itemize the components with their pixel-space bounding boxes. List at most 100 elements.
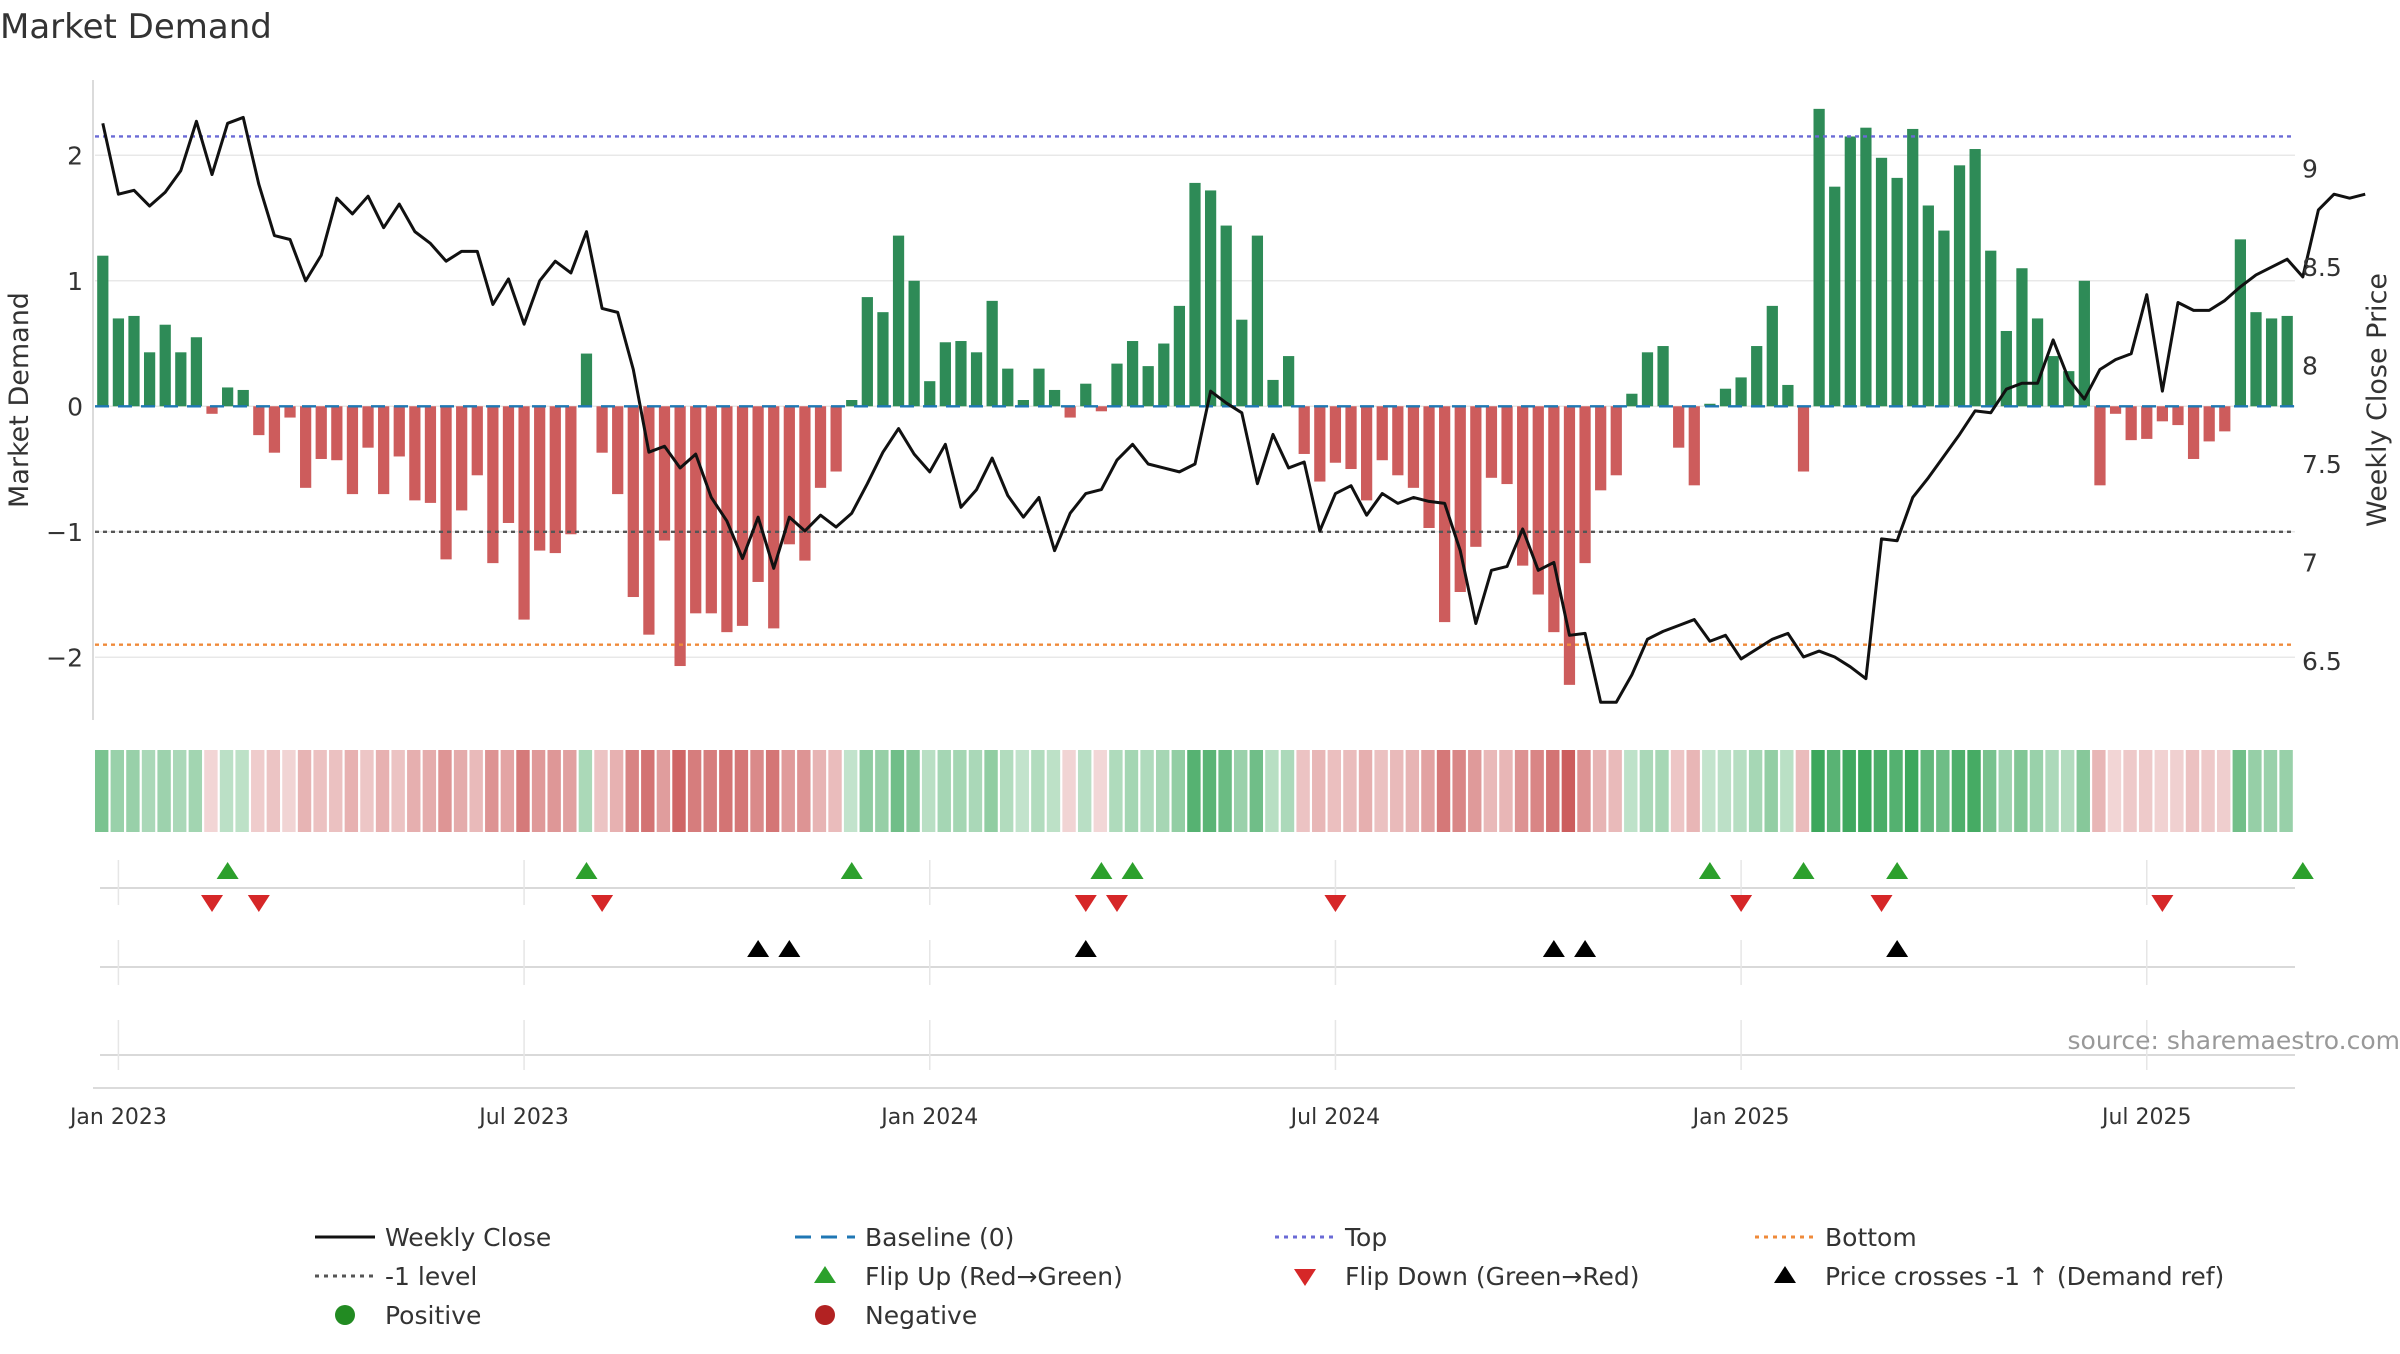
- flip-down-marker: [1075, 895, 1097, 912]
- demand-bar: [565, 406, 576, 534]
- legend-label: Flip Up (Red→Green): [865, 1262, 1123, 1291]
- demand-bar: [674, 406, 685, 666]
- demand-bar: [316, 406, 327, 459]
- flip-up-marker: [2292, 862, 2314, 879]
- heat-cell: [204, 750, 217, 832]
- y-tick-labels: 210−1−2: [46, 141, 83, 672]
- y-tick-label: 1: [67, 267, 83, 296]
- flip-up-marker: [217, 862, 239, 879]
- legend-item: Baseline (0): [795, 1223, 1014, 1252]
- demand-bar: [1080, 384, 1091, 407]
- heat-cell: [1765, 750, 1778, 832]
- heat-cell: [1749, 750, 1762, 832]
- heat-cell: [719, 750, 732, 832]
- demand-bar: [1252, 236, 1263, 407]
- legend-item: Flip Up (Red→Green): [814, 1262, 1123, 1291]
- heat-cell: [111, 750, 124, 832]
- demand-bar: [643, 406, 654, 634]
- flip-up-marker: [1699, 862, 1721, 879]
- heat-cell: [1671, 750, 1684, 832]
- heat-cell: [1952, 750, 1965, 832]
- heat-cell: [2139, 750, 2152, 832]
- heat-cell: [1811, 750, 1824, 832]
- demand-bar: [1985, 251, 1996, 407]
- heat-cell: [1905, 750, 1918, 832]
- demand-bar: [456, 406, 467, 510]
- heat-cell: [735, 750, 748, 832]
- heat-cell: [251, 750, 264, 832]
- heat-cell: [345, 750, 358, 832]
- demand-bar: [1330, 406, 1341, 462]
- flip-up-marker: [1793, 862, 1815, 879]
- flip-down-marker: [2151, 895, 2173, 912]
- y2-tick-label: 8: [2302, 352, 2318, 381]
- demand-bar: [831, 406, 842, 471]
- x-tick-label: Jul 2025: [2100, 1105, 2192, 1130]
- demand-bar: [487, 406, 498, 563]
- demand-bar: [160, 325, 171, 407]
- demand-bar: [1408, 406, 1419, 488]
- demand-bar: [1798, 406, 1809, 471]
- y2-tick-labels: 98.587.576.5: [2302, 155, 2342, 676]
- flip-down-marker: [1106, 895, 1128, 912]
- demand-bar: [1907, 129, 1918, 406]
- heat-cell: [1468, 750, 1481, 832]
- chart-title: Market Demand: [0, 7, 272, 47]
- demand-bar: [362, 406, 373, 447]
- heat-cell: [2061, 750, 2074, 832]
- heat-cell: [1640, 750, 1653, 832]
- heat-cell: [1624, 750, 1637, 832]
- flip-down-marker: [1730, 895, 1752, 912]
- demand-bar: [2126, 406, 2137, 440]
- flip-up-marker: [841, 862, 863, 879]
- legend-swatch: [1294, 1269, 1316, 1286]
- demand-bar: [378, 406, 389, 494]
- demand-bar: [1111, 364, 1122, 407]
- demand-bar: [425, 406, 436, 503]
- legend-label: -1 level: [385, 1262, 477, 1291]
- heat-cell: [2155, 750, 2168, 832]
- demand-bar: [1673, 406, 1684, 447]
- heat-cell: [313, 750, 326, 832]
- heat-cell: [766, 750, 779, 832]
- demand-bar: [1564, 406, 1575, 685]
- heat-cell: [173, 750, 186, 832]
- heat-cell: [1109, 750, 1122, 832]
- demand-bar: [924, 381, 935, 406]
- legend-label: Bottom: [1825, 1223, 1917, 1252]
- demand-bar: [1470, 406, 1481, 547]
- y2-tick-label: 6.5: [2302, 647, 2342, 676]
- demand-bar: [2188, 406, 2199, 459]
- heat-cell: [1390, 750, 1403, 832]
- heat-cell: [376, 750, 389, 832]
- legend-item: Negative: [815, 1301, 977, 1330]
- demand-bar: [1657, 346, 1668, 406]
- heat-cell: [1562, 750, 1575, 832]
- heat-cell: [2264, 750, 2277, 832]
- heat-cell: [1374, 750, 1387, 832]
- heat-cell: [2217, 750, 2230, 832]
- heat-cell: [407, 750, 420, 832]
- heat-cell: [860, 750, 873, 832]
- demand-bar: [1595, 406, 1606, 490]
- heat-cell: [610, 750, 623, 832]
- demand-bar: [113, 318, 124, 406]
- legend-item: Top: [1275, 1223, 1387, 1252]
- demand-bar: [1892, 178, 1903, 406]
- heat-cell: [1250, 750, 1263, 832]
- heat-cell: [469, 750, 482, 832]
- demand-bar: [97, 256, 108, 407]
- heat-cell: [938, 750, 951, 832]
- heat-cell: [1094, 750, 1107, 832]
- legend-item: Bottom: [1755, 1223, 1917, 1252]
- demand-bar: [971, 352, 982, 406]
- demand-bar: [768, 406, 779, 628]
- heat-cell: [1999, 750, 2012, 832]
- demand-bar: [1876, 158, 1887, 406]
- demand-bar: [784, 406, 795, 544]
- price-cross-marker: [747, 940, 769, 957]
- flip-down-marker: [248, 895, 270, 912]
- demand-bar: [955, 341, 966, 406]
- demand-bar: [1767, 306, 1778, 406]
- legend-item: Flip Down (Green→Red): [1294, 1262, 1640, 1291]
